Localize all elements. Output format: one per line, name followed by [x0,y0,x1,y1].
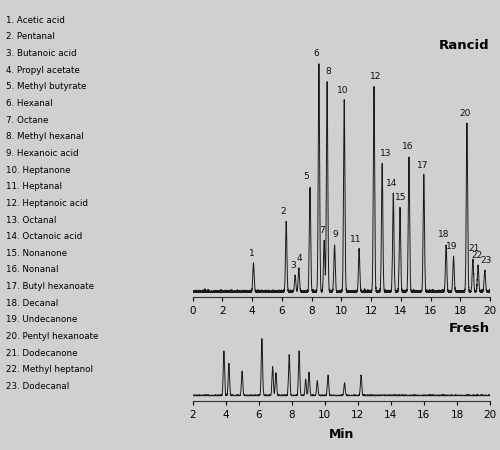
Text: 8. Methyl hexanal: 8. Methyl hexanal [6,132,84,141]
Text: 23: 23 [480,256,492,265]
Text: 1: 1 [249,249,255,258]
Text: 17: 17 [416,161,428,170]
Text: Min: Min [328,428,354,441]
Text: 4. Propyl acetate: 4. Propyl acetate [6,66,80,75]
Text: 14. Octanoic acid: 14. Octanoic acid [6,232,82,241]
Text: 13. Octanal: 13. Octanal [6,216,56,225]
Text: 5. Methyl butyrate: 5. Methyl butyrate [6,82,86,91]
Text: 16. Nonanal: 16. Nonanal [6,266,59,274]
Text: Rancid: Rancid [439,40,490,53]
Text: 7: 7 [320,226,325,235]
Text: 10: 10 [337,86,348,95]
Text: 3: 3 [290,261,296,270]
Text: Fresh: Fresh [448,322,490,335]
Text: 2: 2 [280,207,286,216]
Text: 22: 22 [472,252,482,261]
Text: 2. Pentanal: 2. Pentanal [6,32,55,41]
Text: 6: 6 [314,49,320,58]
Text: 21: 21 [468,244,479,253]
Text: 23. Dodecanal: 23. Dodecanal [6,382,69,391]
Text: 22. Methyl heptanol: 22. Methyl heptanol [6,365,93,374]
Text: 20. Pentyl hexanoate: 20. Pentyl hexanoate [6,332,98,341]
Text: 16: 16 [402,142,413,151]
Text: 6. Hexanal: 6. Hexanal [6,99,52,108]
Text: 4: 4 [297,254,302,263]
Text: 8: 8 [326,68,331,76]
Text: 21. Dodecanone: 21. Dodecanone [6,349,78,358]
Text: 19: 19 [446,242,458,251]
Text: 5: 5 [304,172,309,181]
Text: 19. Undecanone: 19. Undecanone [6,315,77,324]
Text: 15: 15 [395,193,406,202]
Text: 15. Nonanone: 15. Nonanone [6,249,67,258]
Text: 9: 9 [332,230,338,239]
Text: 3. Butanoic acid: 3. Butanoic acid [6,49,76,58]
Text: 12: 12 [370,72,381,81]
Text: 11. Heptanal: 11. Heptanal [6,182,62,191]
Text: 11: 11 [350,235,362,244]
Text: 12. Heptanoic acid: 12. Heptanoic acid [6,199,88,208]
Text: 1. Acetic acid: 1. Acetic acid [6,16,65,25]
Text: 7. Octane: 7. Octane [6,116,48,125]
Text: 20: 20 [460,109,471,118]
Text: 14: 14 [386,179,397,188]
Text: 18. Decanal: 18. Decanal [6,299,58,308]
Text: 18: 18 [438,230,450,239]
Text: 9. Hexanoic acid: 9. Hexanoic acid [6,149,78,158]
Text: 13: 13 [380,149,392,158]
Text: 17. Butyl hexanoate: 17. Butyl hexanoate [6,282,94,291]
Text: 10. Heptanone: 10. Heptanone [6,166,70,175]
